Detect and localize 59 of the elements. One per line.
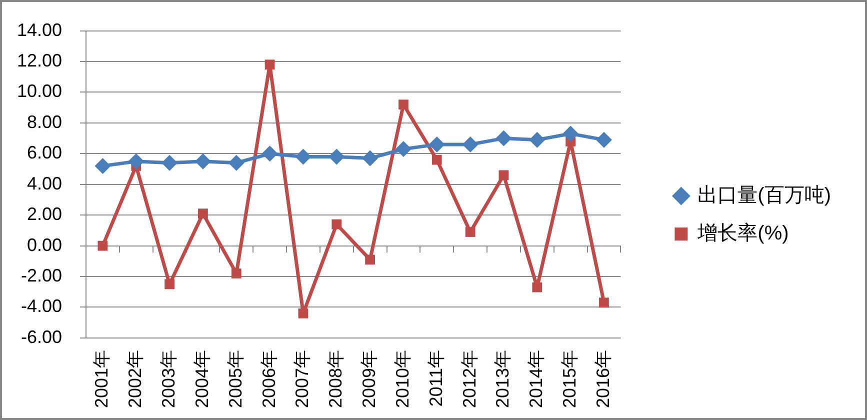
x-tick-label: 2014年 bbox=[526, 350, 546, 408]
y-tick-label: -2.00 bbox=[20, 265, 62, 286]
x-tick-label: 2001年 bbox=[92, 350, 112, 408]
point bbox=[432, 154, 442, 165]
y-tick-label: 4.00 bbox=[26, 173, 62, 194]
point bbox=[328, 148, 345, 165]
point bbox=[298, 308, 308, 318]
y-tick-label: 8.00 bbox=[26, 112, 62, 132]
x-tick-label: 2008年 bbox=[326, 350, 346, 408]
point bbox=[395, 141, 412, 158]
point bbox=[599, 298, 609, 308]
point bbox=[164, 279, 174, 290]
point bbox=[128, 153, 144, 170]
point bbox=[365, 254, 375, 265]
y-tick-label: 6.00 bbox=[26, 142, 62, 163]
x-tick-label: 2012年 bbox=[459, 350, 480, 408]
point bbox=[562, 126, 579, 142]
x-tick-label: 2007年 bbox=[292, 350, 312, 408]
x-tick-label: 2011年 bbox=[426, 350, 446, 407]
y-tick-label: -4.00 bbox=[20, 296, 62, 316]
point bbox=[498, 170, 509, 180]
point bbox=[398, 100, 408, 110]
point bbox=[198, 208, 208, 219]
point bbox=[162, 154, 178, 171]
y-tick-label: 14.00 bbox=[16, 20, 62, 40]
point bbox=[529, 132, 546, 148]
point bbox=[532, 282, 542, 292]
x-tick-label: 2010年 bbox=[392, 350, 412, 408]
y-tick-label: 0.00 bbox=[26, 234, 62, 255]
x-tick-label: 2013年 bbox=[492, 350, 513, 408]
point bbox=[596, 132, 612, 148]
y-tick-label: 12.00 bbox=[16, 50, 62, 70]
point bbox=[264, 60, 275, 70]
x-tick-label: 2006年 bbox=[258, 350, 279, 408]
point bbox=[428, 136, 445, 152]
point bbox=[262, 146, 278, 162]
point bbox=[462, 136, 478, 152]
point bbox=[228, 154, 244, 171]
y-tick-label: 2.00 bbox=[26, 204, 62, 224]
x-tick-label: 2003年 bbox=[158, 350, 179, 408]
y-tick-label: 10.00 bbox=[16, 81, 62, 102]
x-tick-label: 2004年 bbox=[192, 350, 212, 408]
point bbox=[295, 148, 312, 165]
x-tick-label: 2002年 bbox=[125, 350, 146, 408]
point bbox=[362, 150, 378, 166]
point bbox=[496, 130, 512, 146]
point bbox=[332, 219, 342, 230]
x-tick-label: 2009年 bbox=[359, 350, 380, 408]
point bbox=[98, 240, 108, 251]
x-tick-label: 2015年 bbox=[560, 350, 580, 408]
x-tick-label: 2016年 bbox=[592, 350, 613, 408]
x-tick-label: 2005年 bbox=[225, 350, 246, 408]
point bbox=[194, 153, 211, 170]
legend-label: 出口量(百万吨) bbox=[698, 184, 832, 207]
point bbox=[465, 227, 476, 237]
y-tick-label: -6.00 bbox=[20, 326, 62, 347]
legend-label: 增长率(%) bbox=[696, 222, 789, 245]
point bbox=[94, 158, 111, 174]
point bbox=[231, 268, 242, 278]
